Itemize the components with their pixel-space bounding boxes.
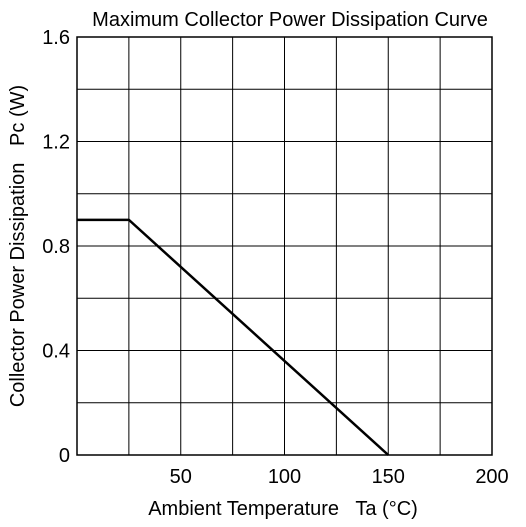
y-tick-label: 0.4	[42, 341, 70, 363]
series-group	[77, 218, 390, 456]
x-tick-labels: 50 100 150 200	[170, 466, 509, 488]
x-tick-label: 150	[372, 466, 405, 488]
y-tick-labels: 0 0.4 0.8 1.2 1.6	[42, 27, 70, 467]
y-tick-label: 0	[59, 445, 70, 467]
x-tick-label: 100	[268, 466, 301, 488]
x-axis-label: Ambient Temperature Ta (°C)	[148, 498, 418, 520]
y-tick-label: 1.6	[42, 27, 70, 49]
y-axis-label: Collector Power Dissipation Pc (W)	[7, 85, 29, 407]
power-derating-curve	[77, 218, 390, 456]
x-tick-label: 200	[475, 466, 508, 488]
gridlines	[76, 36, 493, 456]
x-tick-label: 50	[170, 466, 192, 488]
plot-frame	[76, 36, 493, 456]
y-tick-label: 0.8	[42, 236, 70, 258]
y-tick-label: 1.2	[42, 132, 70, 154]
chart-title: Maximum Collector Power Dissipation Curv…	[92, 9, 488, 31]
